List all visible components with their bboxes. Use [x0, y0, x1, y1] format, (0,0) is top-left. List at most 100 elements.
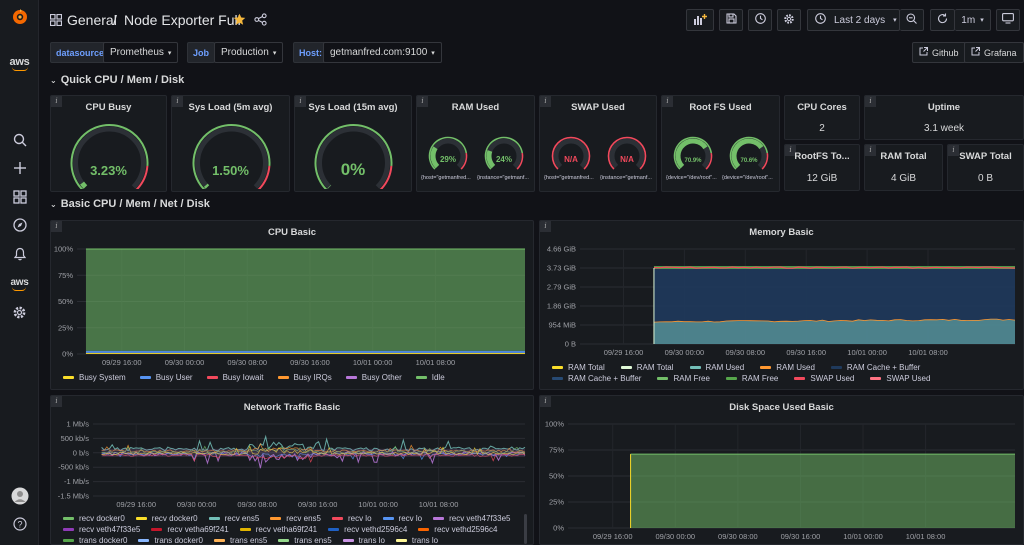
- aws-icon[interactable]: aws: [0, 51, 39, 77]
- panel-sys-load-5m[interactable]: i Sys Load (5m avg) 1.50%: [171, 95, 290, 192]
- panel-cpu-cores[interactable]: CPU Cores 2: [784, 95, 860, 140]
- share-icon[interactable]: [254, 13, 267, 31]
- legend-item[interactable]: RAM Total: [620, 363, 674, 372]
- legend-item[interactable]: recv veth47f33e5: [63, 525, 140, 534]
- refresh-interval-picker[interactable]: 1m ▾: [955, 9, 991, 31]
- panel-info-icon[interactable]: i: [295, 96, 306, 107]
- legend-item[interactable]: recv vetha69f241: [239, 525, 317, 534]
- legend-item[interactable]: recv docker0: [135, 514, 198, 523]
- save-dashboard-button[interactable]: [719, 9, 743, 31]
- var-select-datasource[interactable]: Prometheus ▾: [103, 42, 179, 63]
- legend-item[interactable]: recv ens5: [270, 514, 321, 523]
- panel-info-icon[interactable]: i: [948, 145, 959, 156]
- legend-item[interactable]: Idle: [415, 373, 445, 382]
- var-select-job[interactable]: Production ▾: [214, 42, 284, 63]
- legend-item[interactable]: trans ens5: [278, 536, 332, 544]
- panel-info-icon[interactable]: i: [172, 96, 183, 107]
- apps-icon[interactable]: [49, 13, 63, 31]
- dashboards-icon[interactable]: [0, 184, 39, 210]
- panel-ram-used[interactable]: i RAM Used 29% {host="getmanfred... 24% {in…: [416, 95, 535, 192]
- alerting-icon[interactable]: [0, 241, 39, 267]
- legend-swatch: [870, 377, 882, 380]
- aws-icon[interactable]: aws: [0, 271, 39, 297]
- legend-item[interactable]: Busy IRQs: [277, 373, 332, 382]
- legend-item[interactable]: recv lo: [382, 514, 422, 523]
- grafana-link[interactable]: Grafana: [964, 42, 1024, 63]
- legend-item[interactable]: recv vethd2596c4: [328, 525, 407, 534]
- add-panel-button[interactable]: [686, 9, 714, 31]
- legend-item[interactable]: recv vethd2596c4: [418, 525, 497, 534]
- help-icon[interactable]: ?: [0, 511, 39, 537]
- plus-icon[interactable]: [0, 155, 39, 181]
- panel-info-icon[interactable]: i: [785, 145, 796, 156]
- panel-info-icon[interactable]: i: [51, 96, 62, 107]
- panel-info-icon[interactable]: i: [540, 221, 551, 232]
- grafana-logo-icon[interactable]: [0, 4, 39, 30]
- breadcrumb-folder[interactable]: General: [67, 12, 117, 28]
- refresh-button[interactable]: [930, 9, 955, 31]
- legend-scrollbar[interactable]: [524, 514, 527, 544]
- legend-item[interactable]: recv lo: [331, 514, 372, 523]
- legend-item[interactable]: recv vetha69f241: [151, 525, 229, 534]
- legend-item[interactable]: RAM Total: [552, 363, 605, 372]
- row-quick-cpu-mem-disk[interactable]: ⌄ Quick CPU / Mem / Disk: [50, 74, 184, 86]
- legend-item[interactable]: RAM Used: [760, 363, 815, 372]
- legend-item[interactable]: Busy User: [139, 373, 193, 382]
- panel-info-icon[interactable]: i: [540, 96, 551, 107]
- panel-info-icon[interactable]: i: [662, 96, 673, 107]
- legend-item[interactable]: trans docker0: [138, 536, 203, 544]
- legend-item[interactable]: trans docker0: [63, 536, 127, 544]
- legend-item[interactable]: recv veth47f33e5: [433, 514, 510, 523]
- legend-swatch: [395, 539, 407, 542]
- star-icon[interactable]: [233, 13, 246, 31]
- legend-item[interactable]: RAM Free: [725, 374, 778, 383]
- legend-item[interactable]: trans lo: [342, 536, 385, 544]
- y-tick-label: -1 Mb/s: [64, 477, 89, 486]
- panel-info-icon[interactable]: i: [865, 145, 876, 156]
- dashboard-history-button[interactable]: [748, 9, 772, 31]
- legend-item[interactable]: trans lo: [395, 536, 438, 544]
- row-basic-cpu-mem-net-disk[interactable]: ⌄ Basic CPU / Mem / Net / Disk: [50, 198, 210, 210]
- legend-item[interactable]: SWAP Used: [870, 374, 930, 383]
- zoom-out-button[interactable]: [900, 9, 924, 31]
- panel-info-icon[interactable]: i: [865, 96, 876, 107]
- var-select-host[interactable]: getmanfred.com:9100 ▾: [323, 42, 442, 63]
- tv-mode-button[interactable]: [996, 9, 1020, 31]
- time-range-picker[interactable]: Last 2 days ▾: [807, 9, 900, 31]
- panel-info-icon[interactable]: i: [417, 96, 428, 107]
- panel-info-icon[interactable]: i: [51, 221, 62, 232]
- gauge-fill: [203, 183, 210, 189]
- legend-item[interactable]: Busy Iowait: [206, 373, 264, 382]
- breadcrumb-dashboard[interactable]: Node Exporter Full: [124, 12, 241, 28]
- panel-root-fs-used[interactable]: i Root FS Used 70.9% {device="/dev/root".…: [661, 95, 780, 192]
- search-icon[interactable]: [0, 127, 39, 153]
- legend-item[interactable]: trans ens5: [213, 536, 267, 544]
- panel-swap-used[interactable]: i SWAP Used N/A {host="getmanfred... N/A {i…: [539, 95, 657, 192]
- legend-item[interactable]: Busy Other: [345, 373, 402, 382]
- legend-item[interactable]: SWAP Used: [794, 374, 854, 383]
- legend-item[interactable]: RAM Used: [689, 363, 744, 372]
- legend-item[interactable]: RAM Cache + Buffer: [830, 363, 920, 372]
- legend-item[interactable]: Busy System: [63, 373, 126, 382]
- dashboard-settings-button[interactable]: [777, 9, 801, 31]
- panel-cpu-basic[interactable]: i CPU Basic 100% 75% 50% 25% 0% 09/29 16:00 09…: [50, 220, 534, 390]
- panel-sys-load-15m[interactable]: i Sys Load (15m avg) 0%: [294, 95, 412, 192]
- panel-info-icon[interactable]: i: [540, 396, 551, 407]
- panel-ram-total[interactable]: i RAM Total 4 GiB: [864, 144, 943, 191]
- panel-disk-space-used-basic[interactable]: i Disk Space Used Basic 100% 75% 50% 25% 0% 0…: [539, 395, 1024, 545]
- panel-rootfs-total[interactable]: i RootFS To... 12 GiB: [784, 144, 860, 191]
- github-link[interactable]: Github: [912, 42, 966, 63]
- panel-network-traffic-basic[interactable]: i Network Traffic Basic 1 Mb/s 500 kb/s 0 …: [50, 395, 534, 545]
- legend-item[interactable]: RAM Cache + Buffer: [552, 374, 641, 383]
- panel-swap-total[interactable]: i SWAP Total 0 B: [947, 144, 1024, 191]
- legend-item[interactable]: recv docker0: [63, 514, 125, 523]
- panel-uptime[interactable]: i Uptime 3.1 week: [864, 95, 1024, 140]
- user-avatar-icon[interactable]: [0, 483, 39, 509]
- explore-icon[interactable]: [0, 212, 39, 238]
- panel-cpu-busy[interactable]: i CPU Busy 3.23%: [50, 95, 167, 192]
- gear-icon[interactable]: [0, 299, 39, 325]
- panel-info-icon[interactable]: i: [51, 396, 62, 407]
- panel-memory-basic[interactable]: i Memory Basic 4.66 GiB 3.73 GiB 2.79 GiB 1…: [539, 220, 1024, 390]
- legend-item[interactable]: RAM Free: [657, 374, 710, 383]
- legend-item[interactable]: recv ens5: [208, 514, 259, 523]
